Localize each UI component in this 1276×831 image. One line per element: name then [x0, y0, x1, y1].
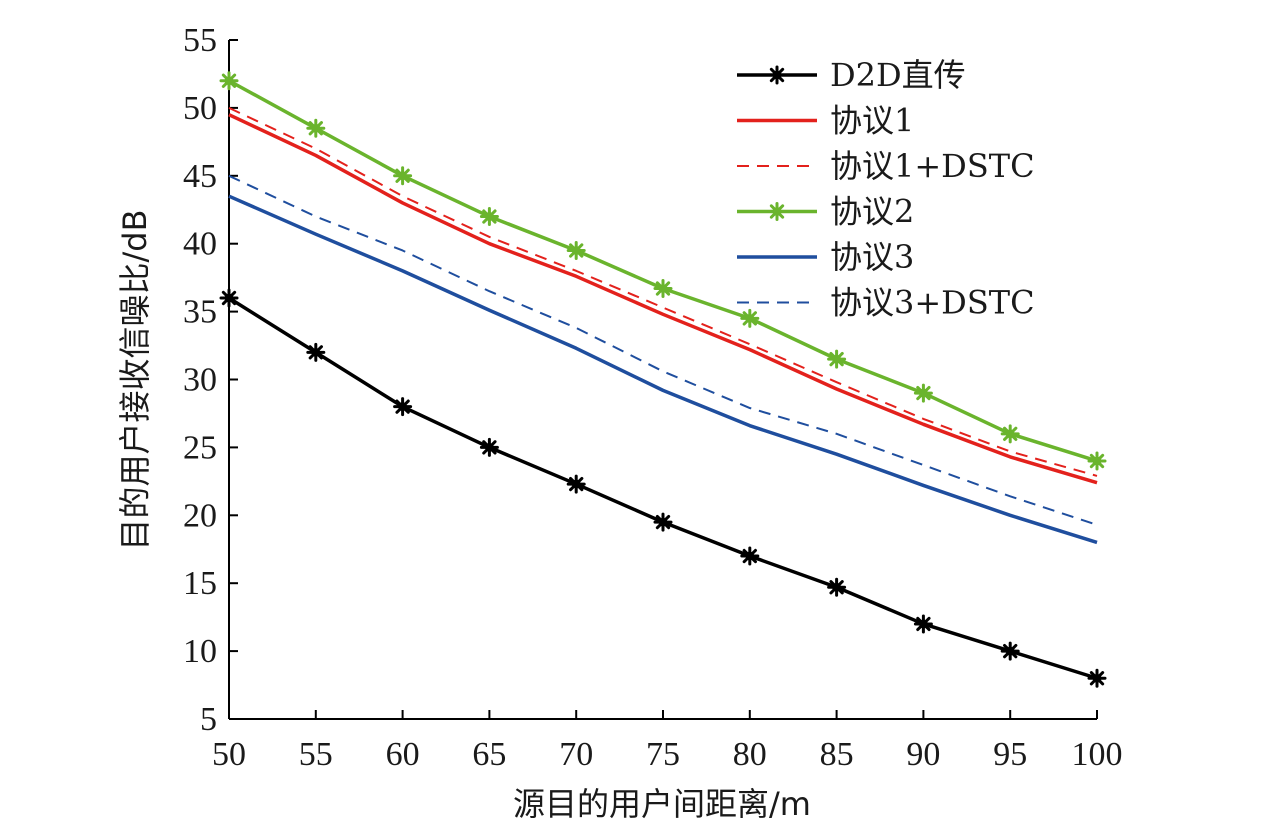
data-point — [767, 65, 787, 85]
data-point — [653, 512, 673, 532]
legend-label: 协议1 — [830, 102, 914, 140]
y-tick-label: 30 — [183, 362, 217, 399]
x-tick-label: 95 — [993, 736, 1027, 773]
data-point — [740, 546, 760, 566]
data-point — [306, 118, 326, 138]
legend-label: 协议1+DSTC — [830, 147, 1035, 185]
data-point — [740, 308, 760, 328]
y-tick-label: 5 — [200, 701, 217, 738]
y-tick-label: 35 — [183, 294, 217, 331]
data-point — [1087, 451, 1107, 471]
series-3 — [228, 106, 1098, 477]
data-point — [393, 166, 413, 186]
data-point — [479, 207, 499, 227]
data-point — [827, 577, 847, 597]
data-point — [1000, 424, 1020, 444]
data-point — [479, 437, 499, 457]
y-tick-label: 50 — [183, 90, 217, 127]
x-tick-label: 60 — [386, 736, 420, 773]
series-line — [228, 296, 1098, 680]
legend-entry: 协议3+DSTC — [737, 284, 1035, 322]
legend-entry: D2D直传 — [737, 56, 966, 94]
data-point — [566, 240, 586, 260]
series-6 — [228, 174, 1098, 526]
y-tick-label: 55 — [183, 22, 217, 59]
x-tick-label: 80 — [733, 736, 767, 773]
series-2 — [228, 113, 1098, 485]
x-tick-label: 75 — [646, 736, 680, 773]
data-point — [913, 383, 933, 403]
x-tick-label: 65 — [472, 736, 506, 773]
data-point — [393, 397, 413, 417]
series-line — [228, 79, 1098, 463]
legend-label: 协议2 — [830, 193, 914, 231]
series-4 — [219, 71, 1107, 471]
y-tick-label: 45 — [183, 158, 217, 195]
x-axis-title: 源目的用户间距离/m — [513, 785, 811, 823]
y-axis-title: 目的用户接收信噪比/dB — [116, 209, 154, 550]
x-tick-label: 55 — [299, 736, 333, 773]
data-point — [913, 614, 933, 634]
axes: 50 55 60 65 70 75 80 85 90 95 100 5 10 15 20 25 30 35 40 45… — [183, 22, 1123, 773]
data-point — [306, 342, 326, 362]
data-point — [827, 349, 847, 369]
data-point — [566, 474, 586, 494]
y-tick-label: 20 — [183, 497, 217, 534]
y-tick-label: 25 — [183, 429, 217, 466]
x-tick-label: 90 — [906, 736, 940, 773]
legend-label: 协议3+DSTC — [830, 284, 1035, 322]
legend-entry: 协议1+DSTC — [737, 147, 1035, 185]
legend-label: 协议3 — [830, 238, 914, 276]
data-point — [1000, 641, 1020, 661]
series-line — [228, 194, 1098, 545]
y-tick-label: 10 — [183, 633, 217, 670]
series-line — [228, 113, 1098, 485]
y-tick-label: 40 — [183, 226, 217, 263]
data-point — [767, 202, 787, 221]
series-line — [228, 106, 1098, 477]
legend-label: D2D直传 — [830, 56, 966, 94]
legend-entry: 协议3 — [737, 238, 914, 276]
x-tick-label: 50 — [212, 736, 246, 773]
data-point — [653, 279, 673, 299]
x-tick-label: 100 — [1072, 736, 1123, 773]
data-point — [219, 288, 239, 308]
x-tick-label: 70 — [559, 736, 593, 773]
series-1 — [219, 288, 1107, 688]
x-tick-label: 85 — [820, 736, 854, 773]
series-5 — [228, 194, 1098, 545]
legend-entry: 协议1 — [737, 102, 914, 140]
data-point — [219, 71, 239, 91]
y-tick-label: 15 — [183, 565, 217, 602]
series-layer — [219, 71, 1107, 688]
series-line — [228, 174, 1098, 526]
legend-entry: 协议2 — [737, 193, 914, 231]
data-point — [1087, 668, 1107, 688]
